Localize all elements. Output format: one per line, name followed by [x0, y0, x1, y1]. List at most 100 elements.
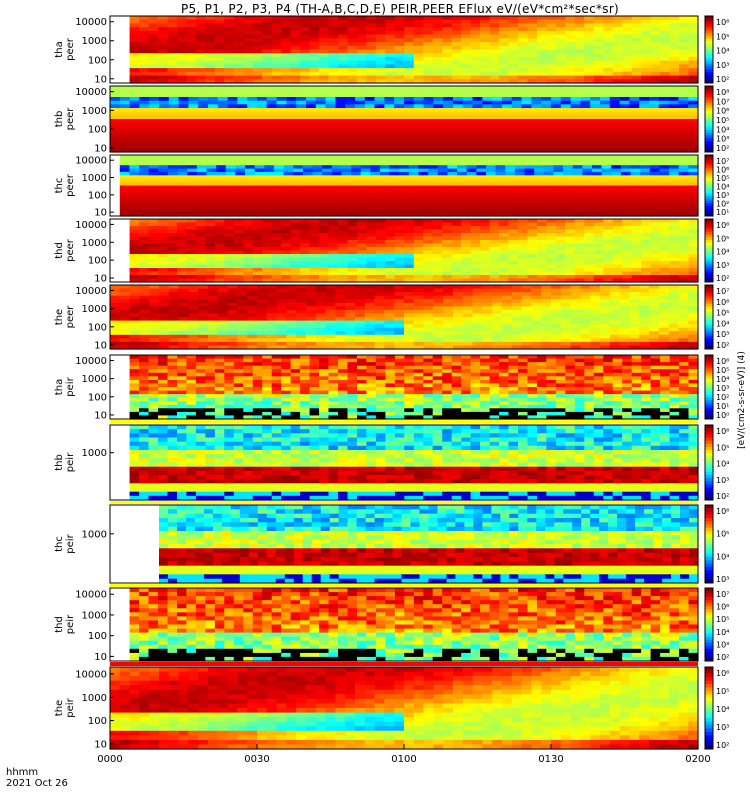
spectrogram-heatmap — [129, 588, 699, 662]
colorbar-tick-label: 10⁵ — [716, 234, 729, 243]
y-tick-label: 1000 — [82, 693, 107, 704]
colorbar-tick-label: 10⁴ — [716, 460, 729, 469]
colorbar-tick-label: 10⁷ — [716, 97, 729, 106]
colorbar-tick-label: 10⁸ — [716, 88, 729, 97]
colorbar-tick-label: 10⁴ — [716, 552, 729, 561]
y-axis-label: peer — [65, 305, 76, 329]
colorbar-tick-label: 10² — [716, 393, 729, 402]
colorbar: 10⁶ 10⁵ 10⁴ 10³ 10² — [704, 218, 729, 283]
y-axis-label: peer — [65, 173, 76, 197]
panel-thb-peer: thb peer 10000 1000 100 10 10⁸10⁷10⁶10⁵10⁴10³1… — [54, 85, 729, 154]
y-tick-label: 10 — [94, 274, 107, 285]
panel-thb-peir: thb peir 1000 10⁶ 10⁵ 10⁴ 10³ 10² — [54, 424, 729, 504]
colorbar-tick-label: 10⁶ — [716, 507, 729, 516]
colorbar-tick-label: 10² — [716, 75, 729, 84]
spectrogram-heatmap — [110, 667, 699, 750]
colorbar-tick-label: 10³ — [716, 61, 729, 70]
panel-the-peir: the peir 10000 1000 100 10 10⁶ 10⁵ 10⁴ 10³ 10² — [54, 666, 729, 750]
panel-tha-peer: tha peer 10000 1000 100 10 10⁶ 10⁵ 10⁴ 10³ 10² — [54, 15, 729, 85]
y-tick-label: 10000 — [75, 356, 107, 367]
y-axis-label: the — [54, 309, 65, 325]
panel-frame — [109, 284, 699, 350]
colorbar-tick-label: 10⁶ — [716, 427, 729, 436]
colorbar-tick-label: 10² — [716, 144, 729, 153]
colorbar-tick-label: 10⁵ — [716, 366, 729, 375]
y-axis-label: thb — [54, 454, 65, 471]
panel-thd-peer: thd peer 10000 1000 100 10 10⁶ 10⁵ 10⁴ 10³ 10² — [54, 218, 729, 285]
y-tick-label: 100 — [88, 256, 107, 267]
colorbar-tick-label: 10⁷ — [716, 590, 729, 599]
colorbar-tick-label: 10⁶ — [716, 107, 729, 116]
colorbar-tick-label: 10⁵ — [716, 615, 729, 624]
y-axis-label: peer — [65, 238, 76, 262]
colorbar-tick-label: 10² — [716, 492, 729, 501]
y-tick-label: 10 — [94, 340, 107, 351]
panel-separator — [110, 584, 698, 587]
y-tick-label: 10 — [94, 74, 107, 85]
colorbar-tick-label: 10⁴ — [716, 125, 729, 134]
colorbar-tick-label: 10⁵ — [716, 309, 729, 318]
colorbar-tick-label: 10³ — [716, 330, 729, 339]
y-tick-label: 100 — [88, 190, 107, 201]
time-axis-label-hhmm: hhmm — [6, 767, 39, 778]
colorbar-tick-label: 10⁶ — [716, 221, 729, 230]
spectrogram-heatmap — [110, 86, 699, 153]
colorbar-tick-label: 10² — [716, 341, 729, 350]
colorbar-tick-label: 10⁵ — [716, 174, 729, 183]
y-tick-label: 1000 — [82, 304, 107, 315]
colorbar-tick-label: 10⁵ — [716, 116, 729, 125]
colorbar-tick-label: 10² — [716, 741, 729, 750]
x-tick-label: 0130 — [538, 754, 563, 765]
panel-thc-peer: thc peer 10000 1000 100 10 10⁷10⁶10⁵10⁴10³10²1… — [54, 154, 729, 219]
colorbar-tick-label: 10⁰ — [716, 411, 729, 420]
y-tick-label: 10000 — [75, 87, 107, 98]
colorbar-tick-label: 10⁴ — [716, 628, 729, 637]
x-tick-label: 0200 — [685, 754, 710, 765]
panel-tha-peir: tha peir 10000 1000 100 10 10⁶10⁵10⁴10³10²10¹1… — [54, 354, 729, 423]
spectrogram-heatmap — [119, 155, 699, 217]
y-axis-label: tha — [54, 41, 65, 57]
y-tick-label: 10 — [94, 143, 107, 154]
colorbar-tick-label: 10³ — [716, 723, 729, 732]
x-tick-label: 0000 — [97, 754, 122, 765]
colorbar-tick-label: 10⁴ — [716, 248, 729, 257]
colorbar-tick-label: 10⁶ — [716, 18, 729, 27]
y-axis-label: peir — [65, 614, 76, 634]
y-tick-label: 1000 — [82, 238, 107, 249]
colorbar-tick-label: 10³ — [716, 191, 729, 200]
panel-frame — [109, 504, 699, 584]
y-tick-label: 1000 — [82, 173, 107, 184]
y-tick-label: 10000 — [75, 156, 107, 167]
spectrogram-heatmap — [129, 355, 699, 420]
y-tick-label: 10000 — [75, 590, 107, 601]
y-axis-label: peer — [65, 107, 76, 131]
colorbar: 10⁶ 10⁵ 10⁴ 10³ — [704, 504, 729, 584]
panel-frame — [109, 354, 699, 420]
spectrogram-heatmap — [129, 425, 699, 501]
y-tick-label: 100 — [88, 55, 107, 66]
colorbar-tick-label: 10⁵ — [716, 443, 729, 452]
panel-frame — [109, 85, 699, 153]
y-tick-label: 10 — [94, 739, 107, 750]
y-tick-label: 100 — [88, 716, 107, 727]
colorbar-tick-label: 10⁶ — [716, 357, 729, 366]
y-tick-label: 10 — [94, 652, 107, 663]
colorbar-unit-label: [eV/(cm2-s-sr-eV)] (4) — [737, 351, 747, 449]
panel-frame — [109, 15, 699, 84]
spectrogram-heatmap — [159, 505, 699, 584]
y-tick-label: 1000 — [82, 529, 107, 540]
y-tick-label: 1000 — [82, 610, 107, 621]
colorbar-tick-label: 10² — [716, 653, 729, 662]
y-tick-label: 100 — [88, 322, 107, 333]
y-tick-label: 100 — [88, 392, 107, 403]
colorbar-tick-label: 10³ — [716, 384, 729, 393]
panel-separator — [110, 501, 698, 504]
y-axis-label: thb — [54, 111, 65, 128]
y-tick-label: 10000 — [75, 286, 107, 297]
